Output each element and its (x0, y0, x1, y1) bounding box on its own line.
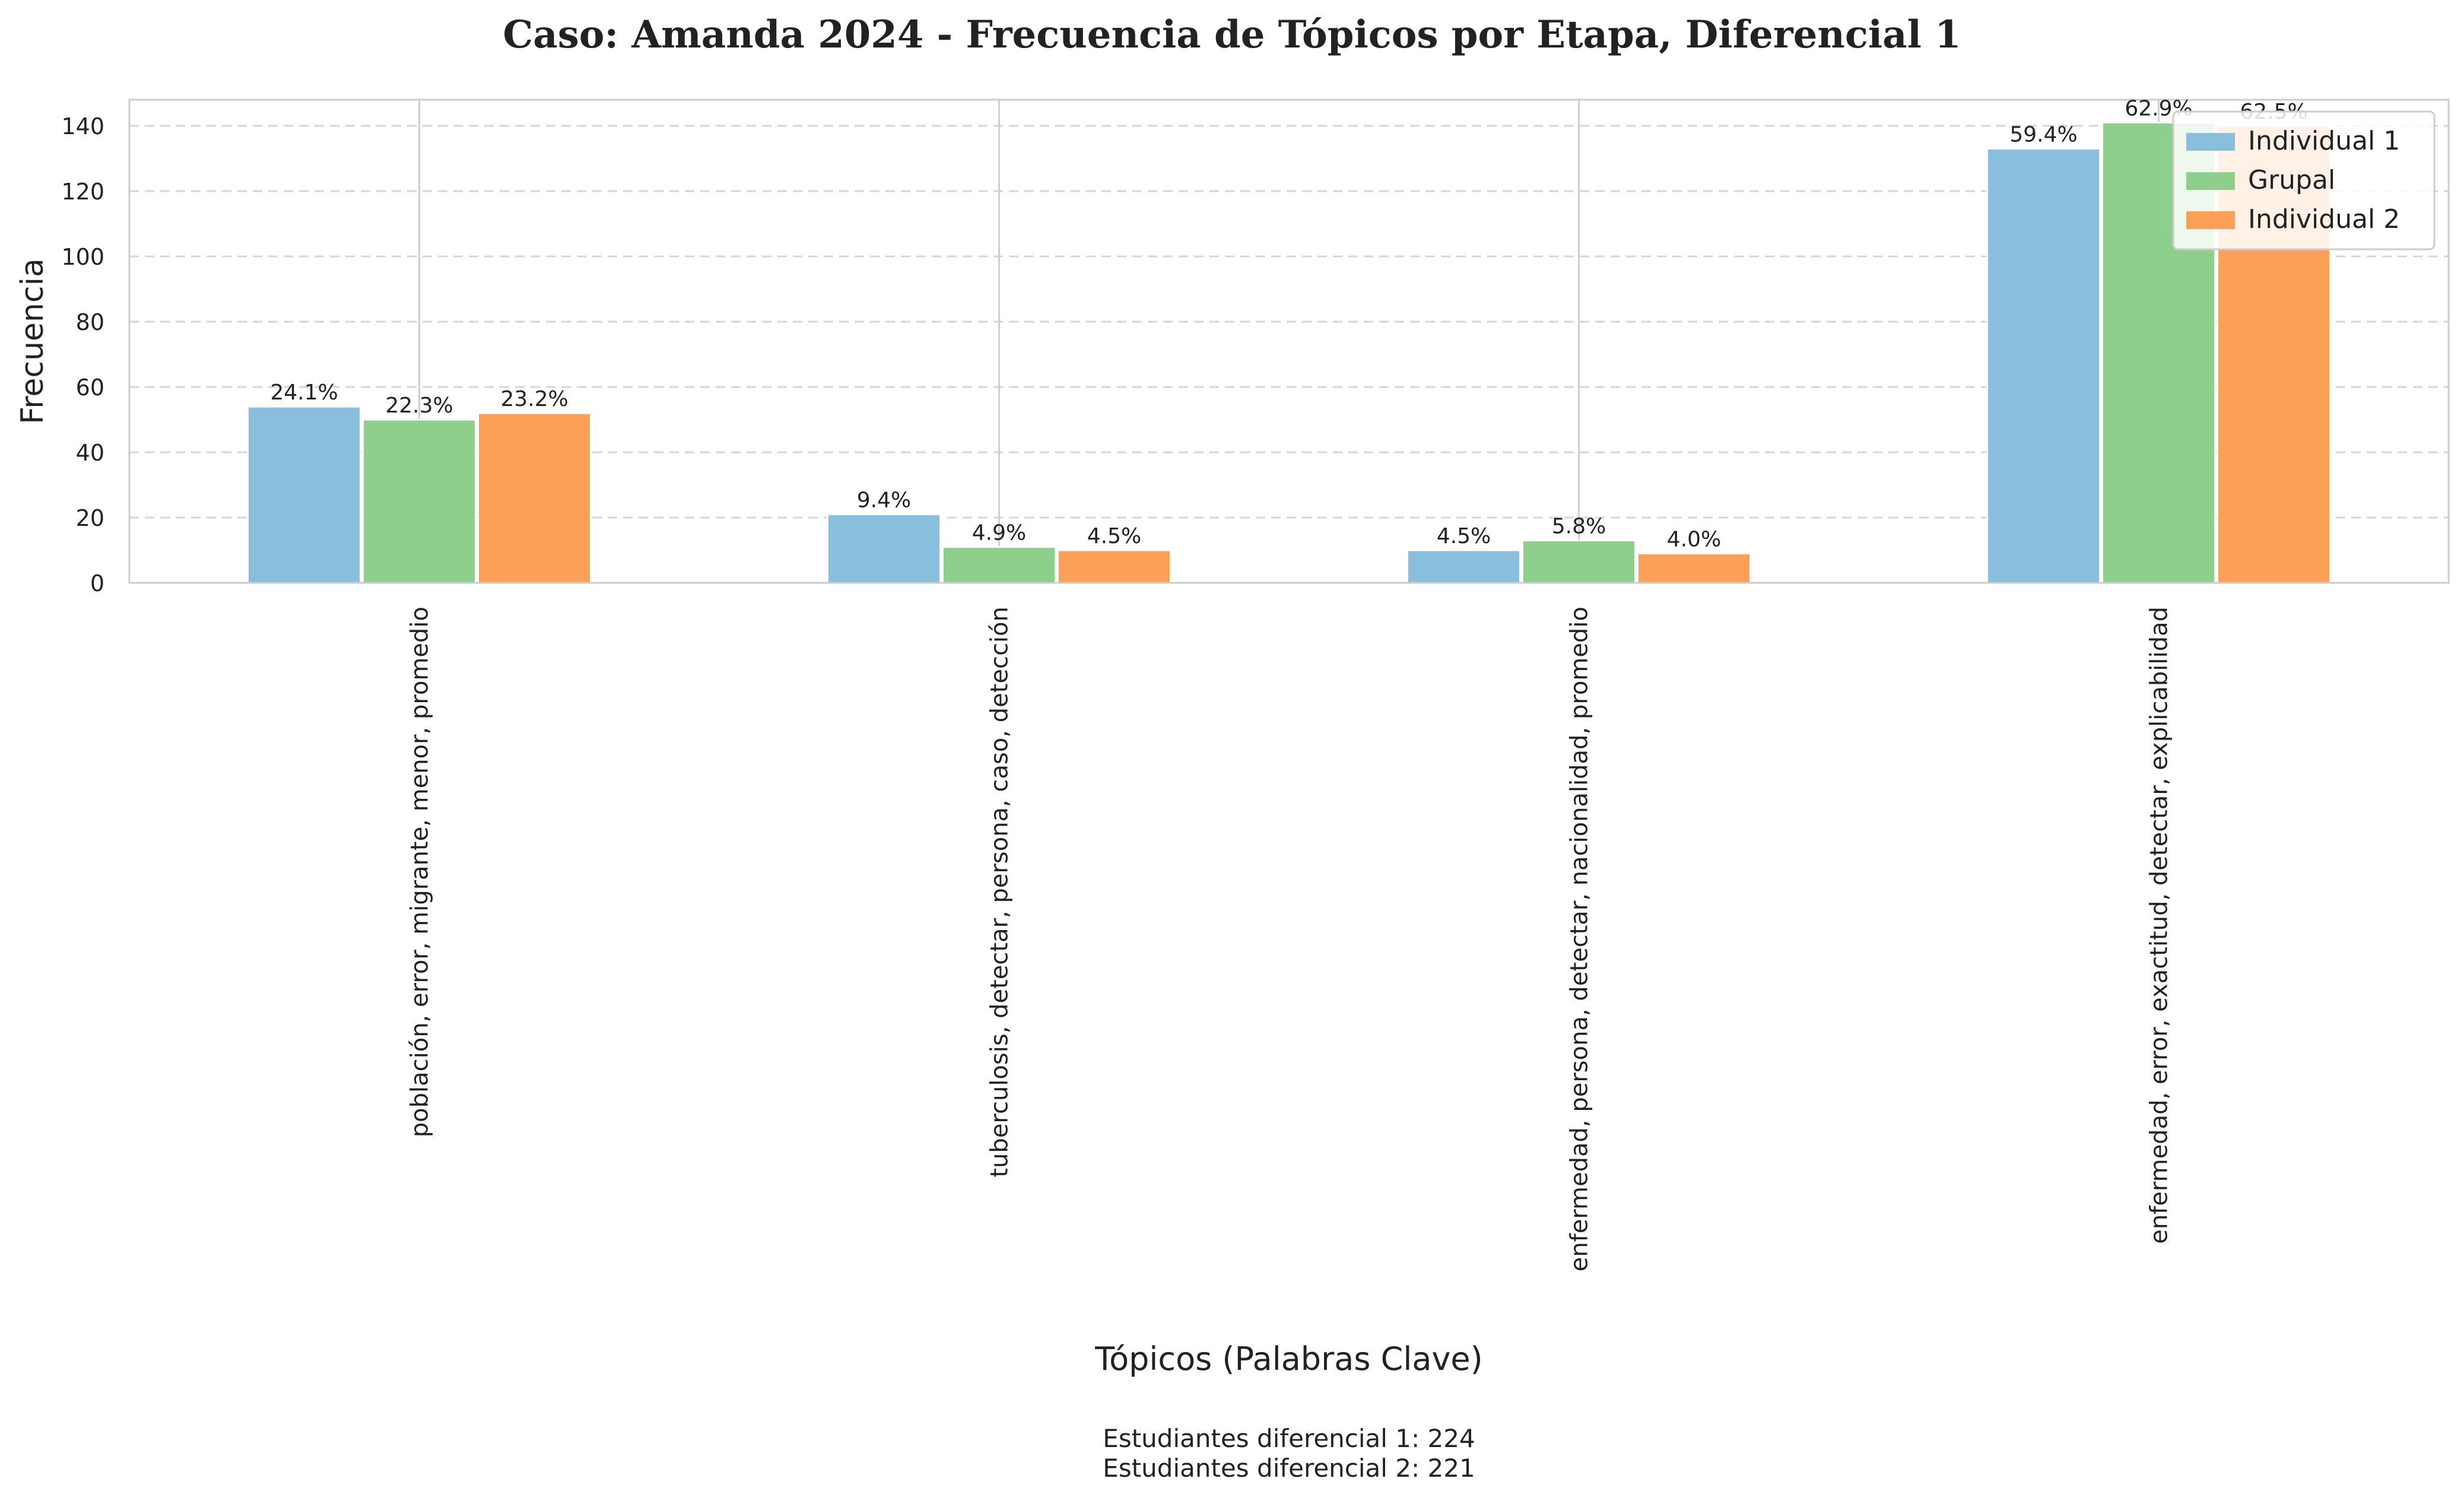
y-tick-label: 100 (61, 244, 104, 270)
bar (1522, 540, 1636, 584)
y-tick-label: 120 (61, 179, 104, 205)
bar-value-label: 4.0% (1667, 528, 1721, 552)
x-tick-label: enfermedad, persona, detectar, nacionali… (1566, 607, 1593, 1271)
bar-value-label: 5.8% (1552, 515, 1606, 539)
legend-label: Grupal (2248, 165, 2335, 195)
x-axis-title: Tópicos (Palabras Clave) (1094, 1340, 1482, 1378)
footer-text: Estudiantes diferencial 1: 224 (1103, 1424, 1475, 1453)
y-axis-title: Frecuencia (15, 258, 50, 424)
legend-label: Individual 1 (2248, 126, 2400, 156)
plot-frame (128, 99, 2450, 584)
chart-title: Caso: Amanda 2024 - Frecuencia de Tópico… (503, 12, 1961, 57)
bar (942, 546, 1056, 584)
bar-value-label: 22.3% (385, 394, 453, 418)
footer-text: Estudiantes diferencial 2: 221 (1103, 1454, 1475, 1483)
y-tick-label: 0 (90, 570, 104, 597)
bar (1406, 549, 1521, 584)
legend-swatch (2186, 211, 2235, 229)
y-tick-label: 40 (76, 440, 104, 466)
bar (1637, 553, 1751, 584)
y-tick-label: 20 (76, 505, 104, 531)
bar-value-label: 59.4% (2009, 123, 2077, 147)
bar-value-label: 24.1% (270, 380, 338, 405)
bar (477, 412, 592, 584)
bar-value-label: 9.4% (857, 488, 911, 513)
y-tick-label: 140 (61, 113, 104, 139)
y-tick-label: 80 (76, 309, 104, 335)
bar (1057, 549, 1171, 584)
bar (362, 418, 477, 584)
x-tick-label: tuberculosis, detectar, persona, caso, d… (986, 607, 1014, 1178)
bar-value-label: 23.2% (500, 387, 568, 411)
bar (827, 513, 941, 584)
bar (247, 405, 361, 584)
bar-value-label: 4.5% (1087, 524, 1141, 548)
x-tick-label: enfermedad, error, exactitud, detectar, … (2146, 607, 2173, 1244)
bar-value-label: 4.5% (1437, 524, 1491, 548)
legend-label: Individual 2 (2248, 204, 2400, 234)
x-tick-label: población, error, migrante, menor, prome… (407, 607, 434, 1137)
legend-swatch (2186, 172, 2235, 190)
bar (1986, 148, 2101, 584)
y-tick-label: 60 (76, 375, 104, 401)
legend-box (2172, 110, 2436, 250)
legend-swatch (2186, 133, 2235, 151)
bar-value-label: 4.9% (972, 521, 1026, 545)
